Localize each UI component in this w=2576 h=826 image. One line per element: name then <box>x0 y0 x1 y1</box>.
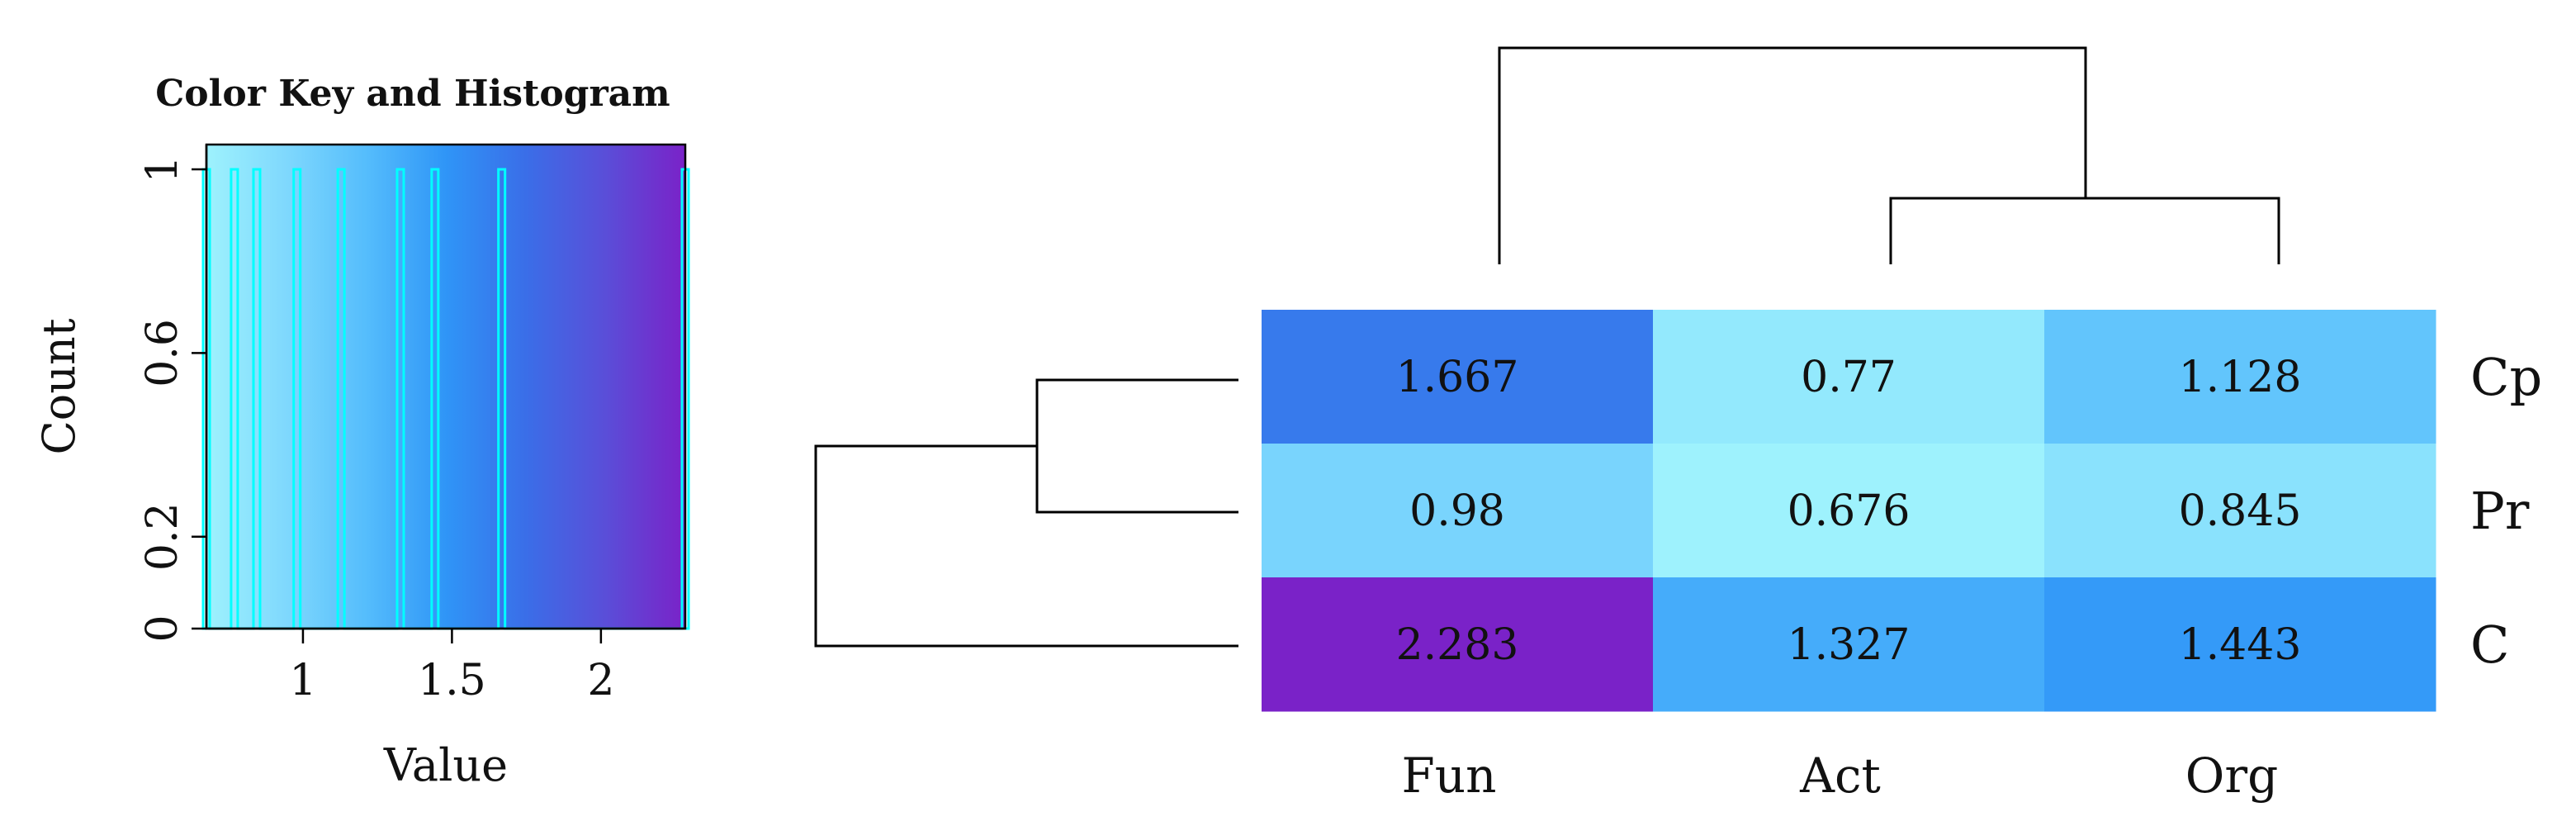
histogram-lines <box>201 168 690 630</box>
heatmap-cell <box>1653 444 2045 578</box>
row-dendrogram-branch-cp-pr <box>1035 378 1238 514</box>
heatmap-cell-value: 1.327 <box>1788 620 1911 670</box>
x-tick-label: 2 <box>587 656 614 705</box>
heatmap-cell <box>1262 577 1654 712</box>
heatmap-cell <box>2044 577 2436 712</box>
color-key-x-ticks: 1 1.5 2 <box>289 629 614 705</box>
color-key-panel: Color Key and Histogram 1 1.5 2 00.20.61 V… <box>33 73 690 791</box>
heatmap-cell-value: 0.98 <box>1409 487 1505 536</box>
heatmap-row-label: C <box>2470 615 2509 675</box>
y-tick-label: 0 <box>138 615 187 642</box>
color-key-gradient <box>206 145 685 629</box>
heatmap-cell-value: 1.443 <box>2179 620 2302 670</box>
heatmap-cell-value: 1.128 <box>2179 353 2302 402</box>
row-dendrogram-branch-root <box>814 444 1238 648</box>
y-tick-label: 0.6 <box>138 319 187 387</box>
color-key-y-label: Count <box>33 318 85 454</box>
color-key-y-ticks: 0 0.2 0.6 1 <box>138 155 206 643</box>
heatmap-row-label: Pr <box>2470 481 2530 541</box>
color-key-x-label: Value <box>383 739 508 791</box>
heatmap-cell <box>1653 577 2045 712</box>
heatmap-cell-value: 0.676 <box>1788 487 1911 536</box>
heatmap-cell <box>2044 444 2436 578</box>
heatmap-cell-value: 1.667 <box>1396 353 1519 402</box>
column-dendrogram-branch-act-org <box>1889 197 2280 264</box>
y-tick-label: 0.2 <box>138 502 187 571</box>
color-key-title: Color Key and Histogram <box>155 73 670 115</box>
heatmap-cell <box>1653 310 2045 444</box>
column-dendrogram <box>1498 46 2280 264</box>
x-tick-label: 1 <box>289 656 316 705</box>
x-tick-label: 1.5 <box>418 656 486 705</box>
histogram-outline <box>201 168 690 630</box>
heatmap-cell <box>2044 310 2436 444</box>
heatmap-cell-value: 0.77 <box>1801 353 1896 402</box>
heatmap-column-label: Org <box>2185 748 2278 804</box>
heatmap-row-label: Cp <box>2470 347 2542 407</box>
heatmap-cell-value: 0.845 <box>2179 487 2302 536</box>
heatmap: 1.667 0.77 1.128 Cp 0.98 0.676 0.845 Pr 2.283 1.3… <box>1262 310 2542 804</box>
heatmap-column-label: Fun <box>1402 748 1497 804</box>
heatmap-cell <box>1262 444 1654 578</box>
y-tick-label: 1 <box>138 155 187 183</box>
color-key-frame <box>205 143 687 630</box>
row-dendrogram <box>814 378 1238 648</box>
heatmap-column-label: Act <box>1799 748 1881 804</box>
column-dendrogram-branch-root <box>1498 46 2087 264</box>
heatmap-cell <box>1262 310 1654 444</box>
heatmap-cell-value: 2.283 <box>1396 620 1519 670</box>
